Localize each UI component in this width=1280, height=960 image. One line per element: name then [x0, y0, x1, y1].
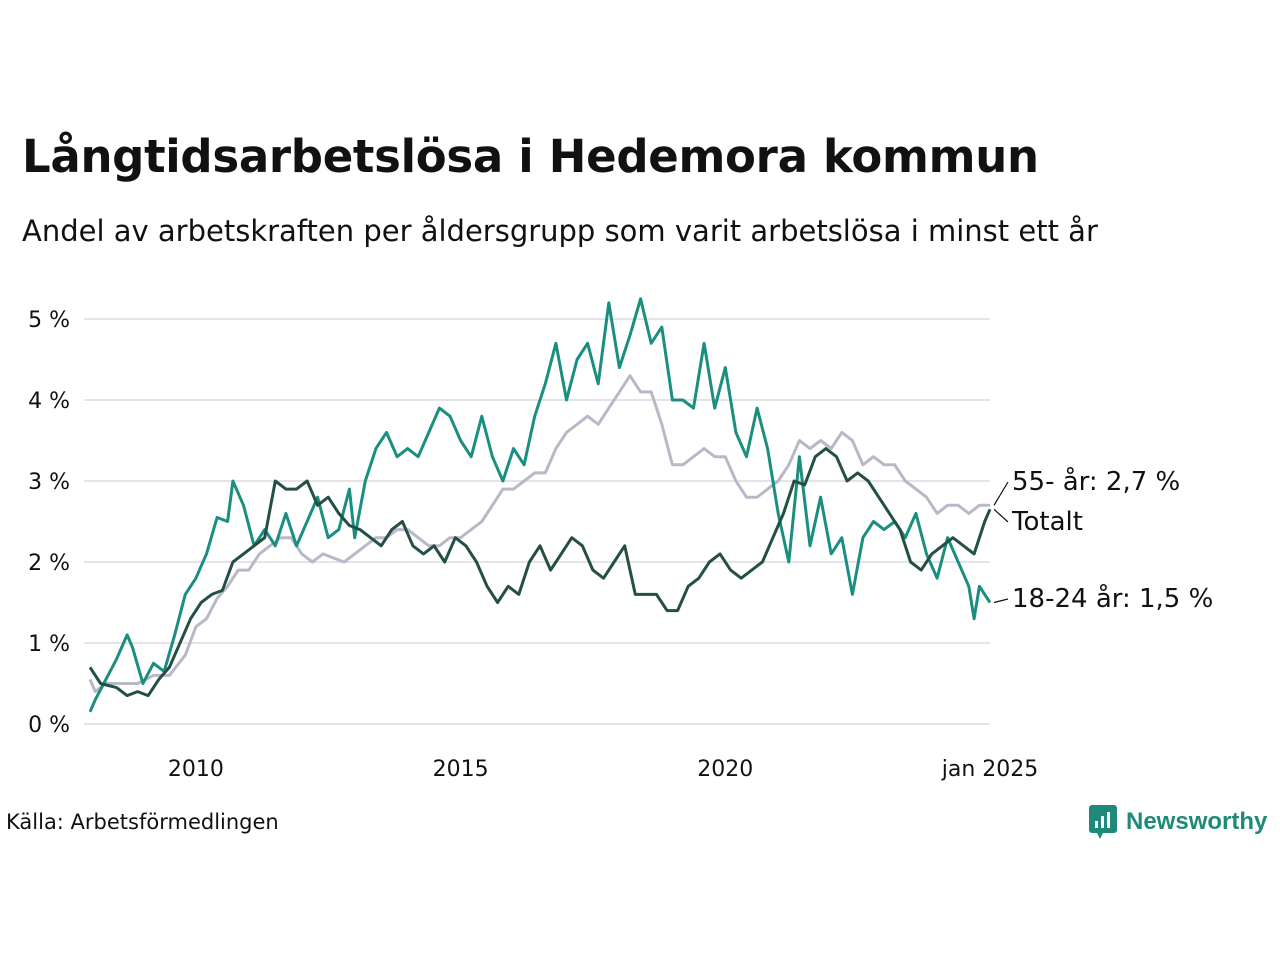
leader-line — [993, 508, 1009, 523]
y-tick-label: 5 % — [28, 308, 70, 333]
end-label-youth: 18-24 år: 1,5 % — [1012, 583, 1213, 614]
x-tick-label: 2015 — [433, 757, 489, 782]
source-note: Källa: Arbetsförmedlingen — [6, 810, 279, 834]
series-line-senior — [88, 374, 990, 694]
brand-name: Newsworthy — [1126, 808, 1268, 835]
x-tick-label: 2020 — [697, 757, 753, 782]
series-lines — [88, 297, 992, 713]
end-label-total: Totalt — [1011, 507, 1083, 537]
leader-line — [993, 481, 1009, 506]
chart-title: Långtidsarbetslösa i Hedemora kommun — [22, 130, 1039, 183]
series-line-youth — [88, 297, 992, 713]
x-axis-ticks: 2010 2015 2020 jan 2025 — [168, 757, 1038, 782]
y-tick-label: 4 % — [28, 389, 70, 414]
line-chart: 0 %1 %2 %3 %4 %5 % 2010 2015 2020 jan 2025 … — [28, 297, 1213, 782]
newsworthy-logo-icon — [1089, 805, 1117, 839]
y-tick-label: 0 % — [28, 713, 70, 738]
y-tick-label: 1 % — [28, 632, 70, 657]
chart-subtitle: Andel av arbetskraften per åldersgrupp s… — [22, 214, 1098, 248]
brand-logo: Newsworthy — [1088, 804, 1267, 840]
x-tick-label: 2010 — [168, 757, 224, 782]
leader-line — [993, 598, 1009, 604]
y-tick-label: 3 % — [28, 470, 70, 495]
y-axis-ticks: 0 % 1 % 2 % 3 % 4 % 5 % — [28, 308, 70, 738]
end-label-senior: 55- år: 2,7 % — [1012, 466, 1180, 497]
x-tick-label: jan 2025 — [941, 757, 1039, 782]
gridlines — [84, 318, 990, 725]
series-end-labels: 55- år: 2,7 % 18-24 år: 1,5 % Totalt — [993, 466, 1213, 614]
series-line-total — [88, 447, 992, 698]
y-tick-label: 2 % — [28, 551, 70, 576]
